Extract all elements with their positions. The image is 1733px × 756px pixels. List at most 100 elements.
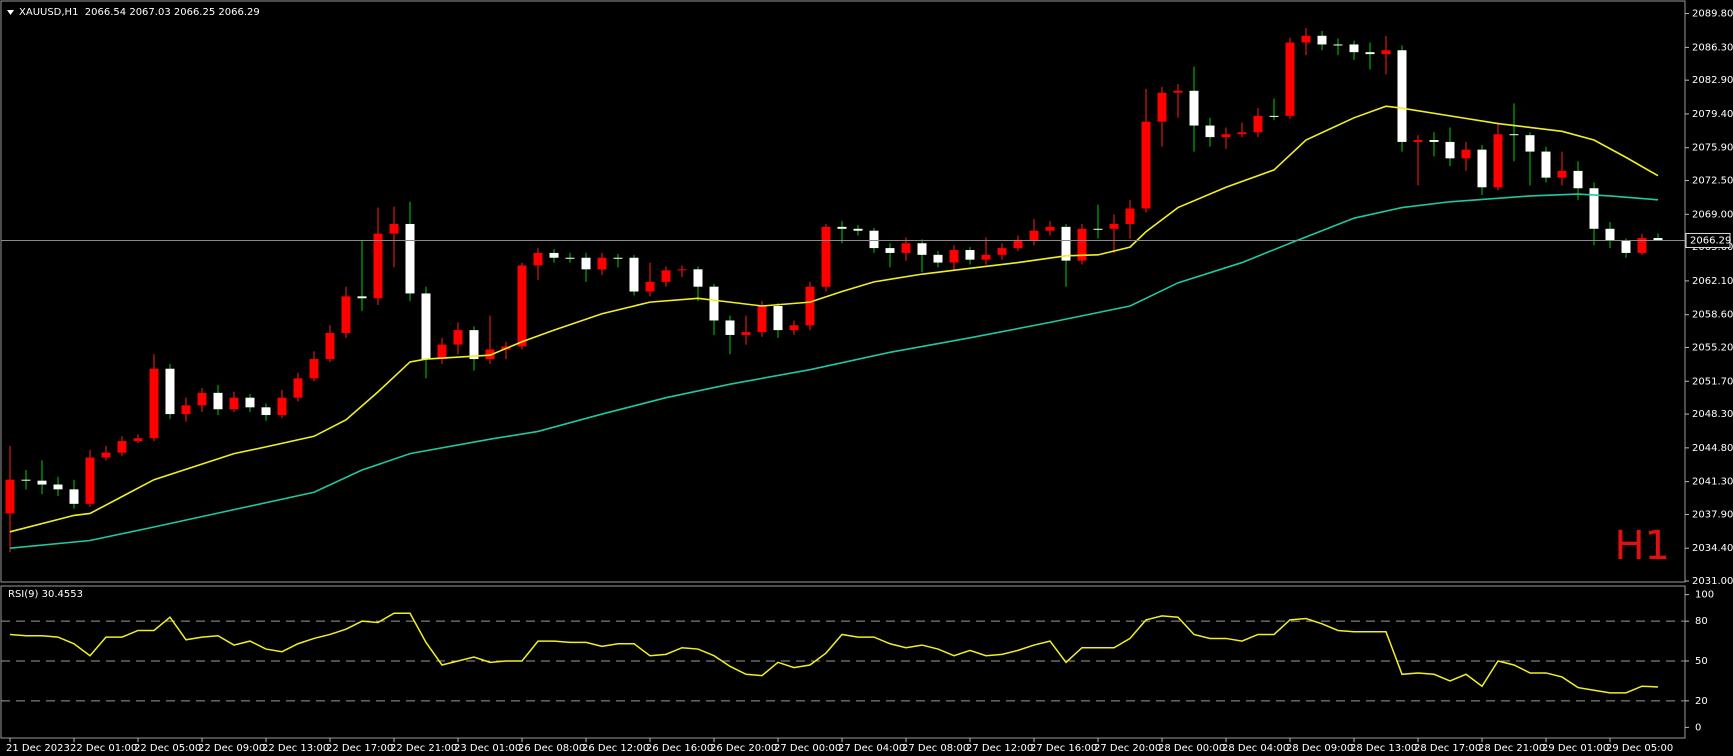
candle-body <box>1061 226 1071 261</box>
candle-body <box>997 248 1007 255</box>
candle-body <box>309 359 319 379</box>
candle-body <box>5 479 15 514</box>
candle-body <box>1429 140 1439 142</box>
candle-body <box>965 250 975 260</box>
candle-body <box>453 330 463 345</box>
candle-body <box>773 305 783 331</box>
candle-body <box>853 228 863 231</box>
candle-body <box>1461 149 1471 159</box>
candle-body <box>293 378 303 398</box>
rsi-title: RSI(9) 30.4553 <box>8 589 83 600</box>
candle-body <box>981 254 991 260</box>
candle-body <box>405 223 415 294</box>
y-tick-label: 2058.60 <box>1692 310 1733 321</box>
y-tick-label: 0 <box>1695 722 1701 733</box>
moving-average <box>9 193 1659 550</box>
x-tick-label: 26 Dec 16:00 <box>646 743 713 754</box>
candle-body <box>197 392 207 406</box>
candle-body <box>549 252 559 258</box>
y-tick-label: 2044.80 <box>1692 443 1733 454</box>
candle-body <box>1557 170 1567 178</box>
candle-body <box>1237 132 1247 135</box>
candle-body <box>469 330 479 360</box>
candle-body <box>1493 134 1503 188</box>
y-tick-label: 2051.70 <box>1692 376 1733 387</box>
x-tick-label: 26 Dec 12:00 <box>582 743 649 754</box>
y-tick-label: 2048.30 <box>1692 409 1733 420</box>
candle-body <box>1221 134 1231 138</box>
candle-body <box>357 296 367 299</box>
candle-body <box>709 286 719 321</box>
candle-body <box>1605 228 1615 241</box>
x-tick-label: 21 Dec 2023 <box>6 743 70 754</box>
x-tick-label: 22 Dec 09:00 <box>198 743 265 754</box>
y-tick-label: 2062.10 <box>1692 276 1733 287</box>
candle-body <box>69 489 79 504</box>
candle-body <box>213 392 223 410</box>
candle-body <box>1157 92 1167 122</box>
y-tick-label: 2031.00 <box>1692 576 1733 587</box>
candle-body <box>725 320 735 335</box>
x-tick-label: 27 Dec 20:00 <box>1094 743 1161 754</box>
x-tick-label: 26 Dec 20:00 <box>710 743 777 754</box>
x-tick-label: 29 Dec 05:00 <box>1606 743 1673 754</box>
candle-body <box>325 333 335 360</box>
candle-body <box>597 257 607 270</box>
y-tick-label: 20 <box>1695 696 1708 707</box>
candle-body <box>885 248 895 253</box>
candle-body <box>341 296 351 334</box>
candle-body <box>229 397 239 410</box>
candle-body <box>85 457 95 504</box>
candle-body <box>1589 188 1599 229</box>
y-tick-label: 2082.90 <box>1692 75 1733 86</box>
x-tick-label: 22 Dec 13:00 <box>262 743 329 754</box>
candle-body <box>1029 230 1039 241</box>
x-tick-label: 27 Dec 00:00 <box>774 743 841 754</box>
candle-body <box>533 252 543 266</box>
candle-body <box>389 223 399 234</box>
candle-body <box>1637 238 1647 253</box>
candle-body <box>1269 115 1279 117</box>
y-tick-label: 50 <box>1695 656 1708 667</box>
candle-body <box>1653 238 1663 241</box>
candle-body <box>1141 121 1151 209</box>
candle-body <box>693 269 703 287</box>
rsi-pane <box>0 585 1686 739</box>
x-tick-label: 22 Dec 21:00 <box>390 743 457 754</box>
candle-body <box>101 452 111 458</box>
y-tick-label: 2034.40 <box>1692 543 1733 554</box>
candle-body <box>933 254 943 263</box>
x-tick-label: 26 Dec 08:00 <box>518 743 585 754</box>
candle-body <box>1445 141 1455 159</box>
x-tick-label: 28 Dec 04:00 <box>1222 743 1289 754</box>
candle-body <box>1109 223 1119 229</box>
candle-body <box>1525 135 1535 152</box>
candle-body <box>1365 52 1375 55</box>
candle-body <box>629 257 639 292</box>
candle-body <box>421 293 431 360</box>
x-tick-label: 28 Dec 21:00 <box>1478 743 1545 754</box>
timeframe-label: H1 <box>1614 523 1670 569</box>
candle-body <box>1349 44 1359 53</box>
y-tick-label: 2075.90 <box>1692 143 1733 154</box>
candle-body <box>1173 90 1183 93</box>
y-tick-label: 2086.30 <box>1692 42 1733 53</box>
candle-body <box>1541 151 1551 178</box>
candle-body <box>165 368 175 415</box>
candle-body <box>1333 44 1343 46</box>
candle-body <box>645 281 655 292</box>
candle-body <box>373 233 383 299</box>
candle-body <box>133 438 143 442</box>
x-tick-label: 28 Dec 09:00 <box>1286 743 1353 754</box>
candle-body <box>1397 50 1407 142</box>
candle-body <box>757 305 767 333</box>
candle-body <box>261 407 271 416</box>
candle-body <box>1189 90 1199 126</box>
menu-arrow[interactable] <box>7 10 14 15</box>
candle-body <box>1013 240 1023 249</box>
x-tick-label: 28 Dec 17:00 <box>1414 743 1481 754</box>
current-price-label: 2066.29 <box>1690 235 1731 246</box>
x-tick-label: 28 Dec 00:00 <box>1158 743 1225 754</box>
candle-body <box>149 368 159 439</box>
candle-body <box>821 226 831 287</box>
